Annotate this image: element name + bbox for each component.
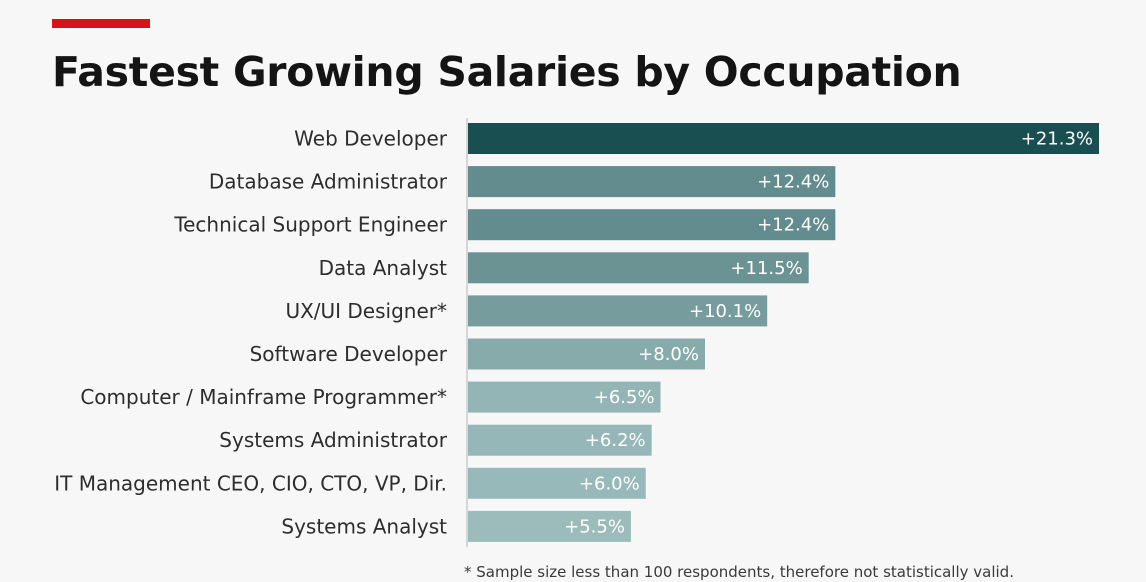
bar [468,209,836,241]
value-label: +6.0% [579,473,640,494]
accent-bar [52,19,150,28]
category-label: Database Administrator [209,170,448,194]
value-label: +11.5% [730,258,802,279]
category-label: Data Analyst [319,256,448,280]
value-label: +12.4% [757,215,829,236]
chart-title: Fastest Growing Salaries by Occupation [52,48,962,96]
category-label: Software Developer [250,342,448,366]
bar [468,338,705,370]
category-label: Web Developer [294,127,448,151]
value-label: +12.4% [757,172,829,193]
bar [468,381,661,413]
value-label: +6.5% [594,387,655,408]
bar [468,295,768,327]
category-label: Technical Support Engineer [173,213,447,237]
value-label: +10.1% [689,301,761,322]
category-label: IT Management CEO, CIO, CTO, VP, Dir. [54,471,447,495]
category-label: UX/UI Designer* [285,299,447,323]
bar [468,510,631,542]
category-label: Computer / Mainframe Programmer* [80,385,447,409]
category-label: Systems Administrator [219,428,447,452]
value-label: +5.5% [564,516,625,537]
value-label: +6.2% [585,430,646,451]
bar [468,467,646,499]
bar [468,424,652,456]
value-label: +8.0% [638,344,699,365]
bar [468,166,836,198]
value-label: +21.3% [1021,129,1093,150]
bar [468,123,1099,154]
category-label: Systems Analyst [281,514,447,538]
footnote: * Sample size less than 100 respondents,… [464,563,1014,581]
bar [468,252,809,284]
